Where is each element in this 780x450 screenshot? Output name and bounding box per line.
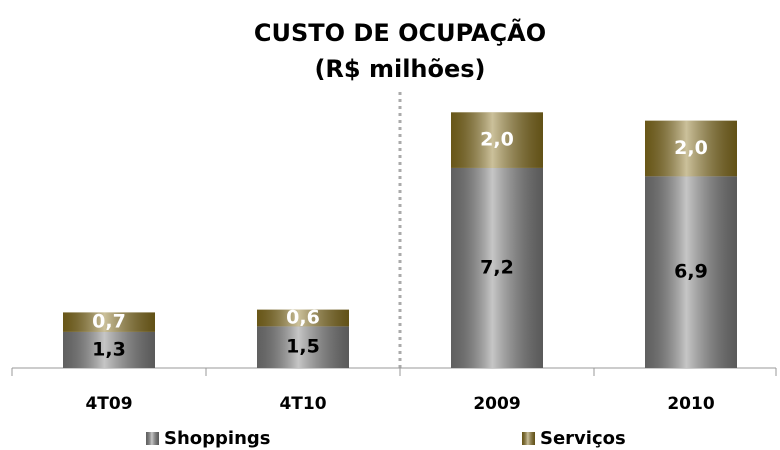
data-label: 2,0 bbox=[674, 137, 708, 159]
data-label: 1,5 bbox=[286, 336, 320, 358]
legend-shine bbox=[146, 432, 159, 445]
bar-shine bbox=[645, 120, 737, 177]
data-label: 7,2 bbox=[480, 256, 514, 278]
bar-shine bbox=[451, 167, 543, 368]
data-label: 1,3 bbox=[92, 338, 126, 360]
x-tick-label: 4T09 bbox=[85, 394, 132, 414]
x-tick-label: 2010 bbox=[667, 394, 714, 414]
bar-shine bbox=[645, 176, 737, 368]
bar-shine bbox=[63, 312, 155, 332]
data-label: 0,6 bbox=[286, 306, 320, 328]
chart-title: CUSTO DE OCUPAÇÃO bbox=[254, 18, 546, 47]
x-tick-label: 2009 bbox=[473, 394, 520, 414]
x-tick-label: 4T10 bbox=[279, 394, 326, 414]
chart-subtitle: (R$ milhões) bbox=[314, 55, 485, 83]
legend-shine bbox=[522, 432, 535, 445]
data-label: 2,0 bbox=[480, 129, 514, 151]
data-label: 0,7 bbox=[92, 311, 126, 333]
data-label: 6,9 bbox=[674, 261, 708, 283]
bar-shine bbox=[257, 326, 349, 368]
legend-label: Shoppings bbox=[164, 428, 271, 449]
legend-label: Serviços bbox=[540, 428, 626, 449]
bar-shine bbox=[63, 331, 155, 368]
bar-shine bbox=[451, 112, 543, 168]
bar-shine bbox=[257, 309, 349, 327]
